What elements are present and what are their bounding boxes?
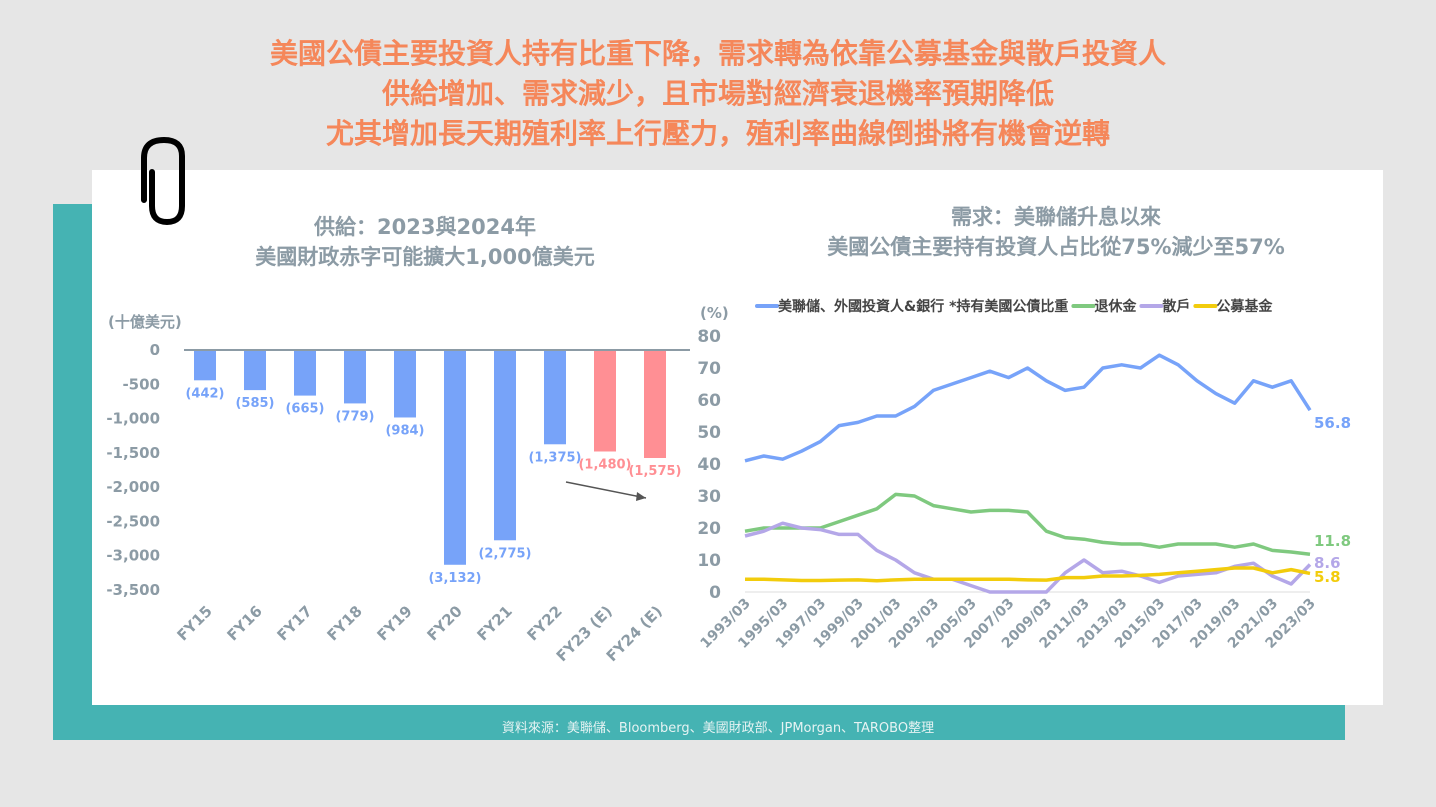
bar-data-label: (442) bbox=[185, 386, 224, 401]
bar bbox=[594, 350, 616, 452]
trend-arrow bbox=[565, 481, 647, 499]
bar-y-tick: -2,000 bbox=[106, 478, 160, 496]
paperclip-icon bbox=[141, 136, 185, 226]
headline-line-3: 尤其增加長天期殖利率上行壓力，殖利率曲線倒掛將有機會逆轉 bbox=[325, 117, 1110, 150]
series-line bbox=[744, 521, 1312, 594]
bar-y-tick: -2,500 bbox=[106, 512, 160, 530]
headline-line-1: 美國公債主要投資人持有比重下降，需求轉為依靠公募基金與散戶投資人 bbox=[269, 37, 1166, 70]
bar bbox=[644, 350, 666, 458]
headline: 美國公債主要投資人持有比重下降，需求轉為依靠公募基金與散戶投資人 供給增加、需求… bbox=[0, 34, 1436, 154]
series-line bbox=[744, 353, 1312, 463]
bar bbox=[294, 350, 316, 396]
line-y-tick: 70 bbox=[697, 359, 721, 379]
bar-x-tick: FY18 bbox=[323, 602, 365, 644]
bar-y-tick: -1,500 bbox=[106, 444, 160, 462]
chart-panel bbox=[92, 170, 1383, 705]
line-y-tick: 0 bbox=[709, 583, 721, 603]
bar-data-label: (779) bbox=[335, 409, 374, 424]
trend-arrow-head bbox=[636, 492, 646, 501]
bar-x-tick: FY21 bbox=[473, 602, 515, 644]
line-y-tick: 20 bbox=[697, 519, 721, 539]
line-y-tick: 80 bbox=[697, 327, 721, 347]
series-line bbox=[745, 566, 1311, 583]
bar-x-tick: FY17 bbox=[273, 602, 315, 644]
bar-y-tick: -1,000 bbox=[106, 410, 160, 428]
bar bbox=[444, 350, 466, 565]
legend-label: 退休金 bbox=[1094, 298, 1137, 315]
bar-y-tick: 0 bbox=[150, 341, 160, 359]
bar-data-label: (665) bbox=[285, 402, 324, 417]
bar-y-tick: -3,500 bbox=[106, 581, 160, 599]
source-note: 資料來源：美聯儲、Bloomberg、美國財政部、JPMorgan、TAROBO… bbox=[501, 721, 935, 736]
bar bbox=[394, 350, 416, 418]
bar-data-label: (1,375) bbox=[528, 450, 581, 465]
bar bbox=[244, 350, 266, 391]
bar-data-label: (984) bbox=[385, 423, 424, 438]
line-y-tick: 10 bbox=[697, 551, 721, 571]
headline-line-2: 供給增加、需求減少，且市場對經濟衰退機率預期降低 bbox=[381, 77, 1054, 110]
bar-data-label: (585) bbox=[235, 396, 274, 411]
bar-chart-title: 美國財政赤字可能擴大1,000億美元 bbox=[255, 245, 594, 269]
series-line bbox=[744, 492, 1311, 556]
bar-x-tick: FY16 bbox=[223, 602, 265, 644]
legend-label: 美聯儲、外國投資人&銀行 *持有美國公債比重 bbox=[778, 298, 1068, 315]
bar-x-tick: FY22 bbox=[523, 602, 565, 644]
bar bbox=[344, 350, 366, 404]
line-y-tick: 40 bbox=[697, 455, 721, 475]
bar-chart-title: 供給：2023與2024年 bbox=[313, 215, 536, 239]
bar-data-label: (1,480) bbox=[578, 457, 631, 472]
series-end-label: 5.8 bbox=[1314, 568, 1341, 586]
series-end-label: 8.6 bbox=[1314, 554, 1341, 572]
bar-data-label: (2,775) bbox=[478, 546, 531, 561]
series-end-label: 56.8 bbox=[1314, 414, 1351, 432]
bar-x-tick: FY20 bbox=[423, 602, 465, 644]
bar-data-label: (1,575) bbox=[628, 464, 681, 479]
bar-y-tick: -500 bbox=[122, 375, 160, 393]
legend-label: 公募基金 bbox=[1216, 298, 1273, 315]
line-chart-title: 需求：美聯儲升息以來 bbox=[951, 205, 1161, 229]
legend-label: 散戶 bbox=[1162, 298, 1190, 315]
bar bbox=[494, 350, 516, 541]
bar-x-tick: FY19 bbox=[373, 602, 415, 644]
bar bbox=[194, 350, 216, 381]
bar-y-axis-label: (十億美元) bbox=[108, 313, 182, 331]
line-y-tick: 60 bbox=[697, 391, 721, 411]
bar bbox=[544, 350, 566, 445]
bar-x-tick: FY15 bbox=[173, 602, 215, 644]
series-end-label: 11.8 bbox=[1314, 532, 1351, 550]
line-y-tick: 50 bbox=[697, 423, 721, 443]
line-chart-title: 美國公債主要持有投資人占比從75%減少至57% bbox=[827, 235, 1285, 259]
bar-y-tick: -3,000 bbox=[106, 547, 160, 565]
line-y-axis-label: (%) bbox=[700, 304, 729, 322]
bar-data-label: (3,132) bbox=[428, 571, 481, 586]
line-y-tick: 30 bbox=[697, 487, 721, 507]
